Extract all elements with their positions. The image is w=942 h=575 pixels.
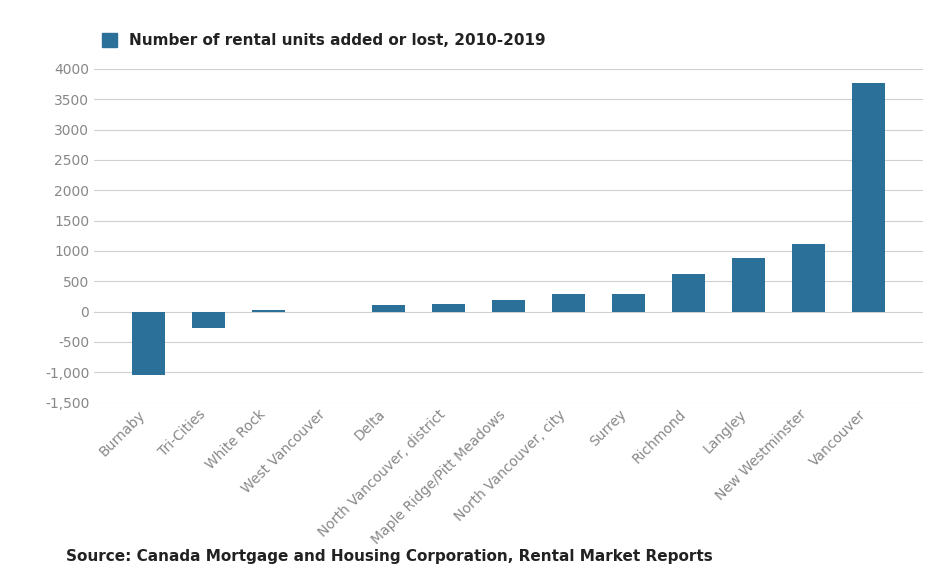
Bar	[792, 244, 825, 312]
Bar	[432, 304, 465, 312]
Legend: Number of rental units added or lost, 2010-2019: Number of rental units added or lost, 20…	[102, 33, 546, 48]
Bar	[552, 294, 585, 312]
Bar	[732, 258, 766, 312]
Bar	[372, 305, 405, 312]
Bar	[673, 274, 706, 312]
Bar	[192, 312, 225, 328]
Bar	[252, 310, 285, 312]
Bar	[132, 312, 165, 375]
Text: Source: Canada Mortgage and Housing Corporation, Rental Market Reports: Source: Canada Mortgage and Housing Corp…	[66, 549, 713, 564]
Bar	[853, 83, 885, 312]
Bar	[492, 300, 526, 312]
Bar	[612, 294, 645, 312]
